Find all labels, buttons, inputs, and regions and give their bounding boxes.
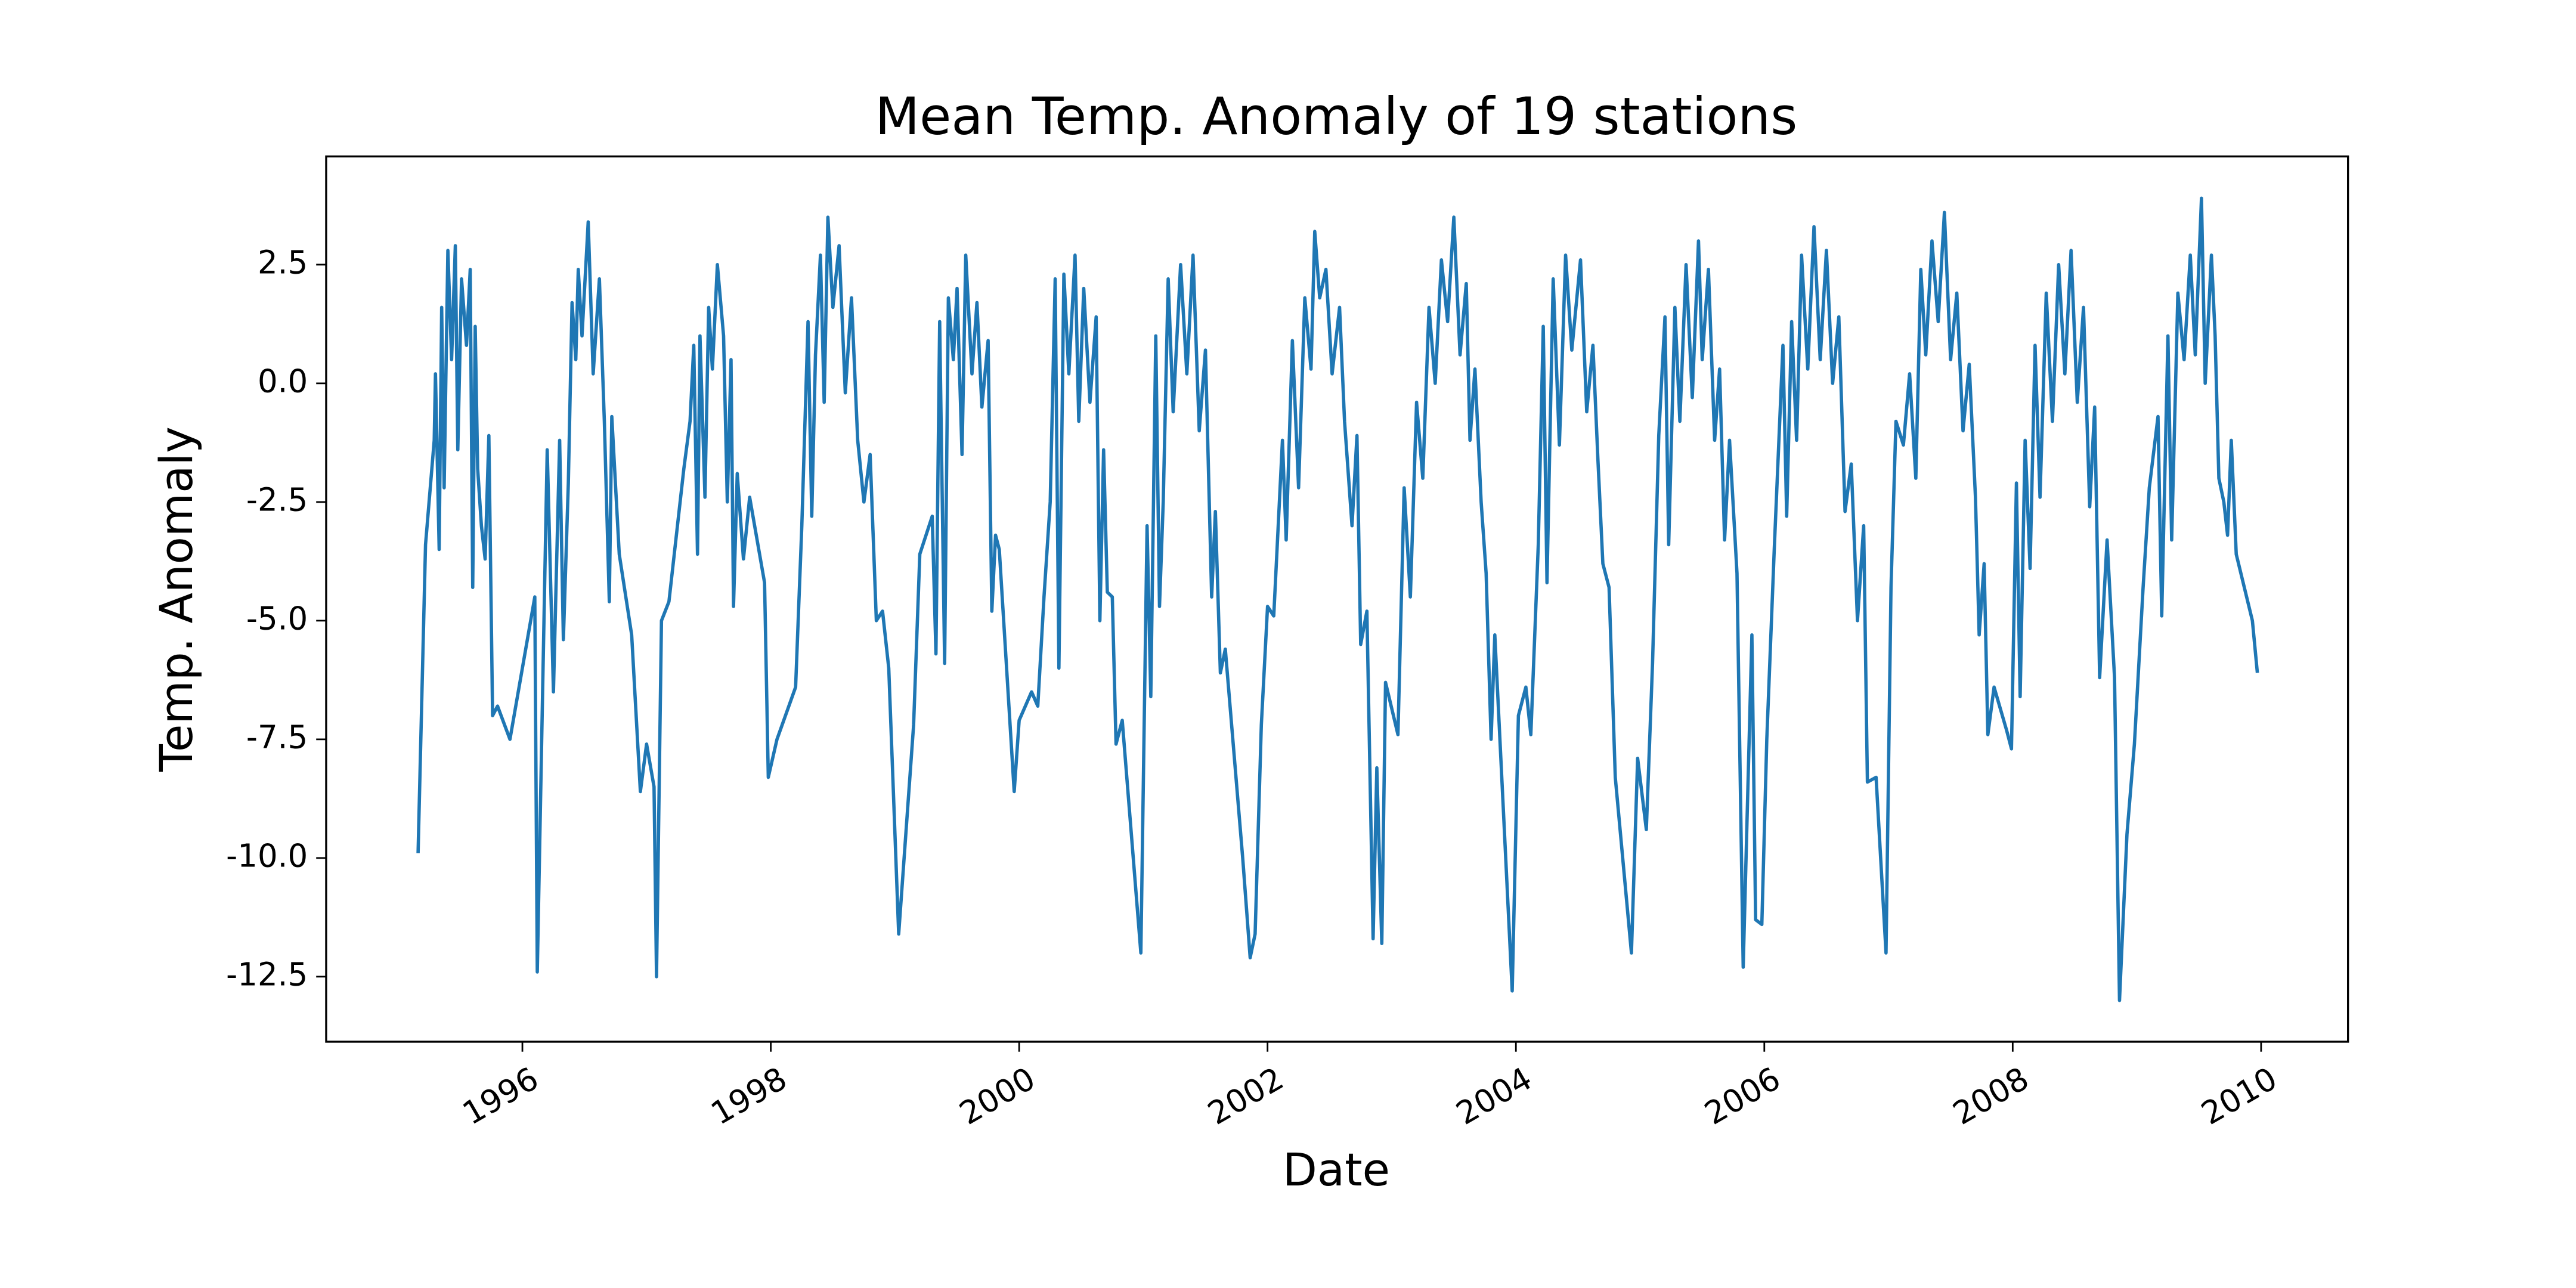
plot-frame (325, 155, 2349, 1043)
y-tick-label: -2.5 (246, 481, 308, 518)
y-tick-label: -5.0 (246, 600, 308, 637)
y-tick-label: -10.0 (226, 838, 308, 875)
y-tick-label: 2.5 (258, 244, 308, 281)
y-tick-label: -7.5 (246, 719, 308, 756)
y-axis-label: Temp. Anomaly (150, 426, 203, 772)
data-line (416, 196, 2259, 1002)
y-tick-label: -12.5 (226, 956, 308, 993)
x-axis-label: Date (1283, 1144, 1390, 1196)
chart-title: Mean Temp. Anomaly of 19 stations (875, 87, 1798, 147)
y-tick-label: 0.0 (258, 363, 308, 400)
